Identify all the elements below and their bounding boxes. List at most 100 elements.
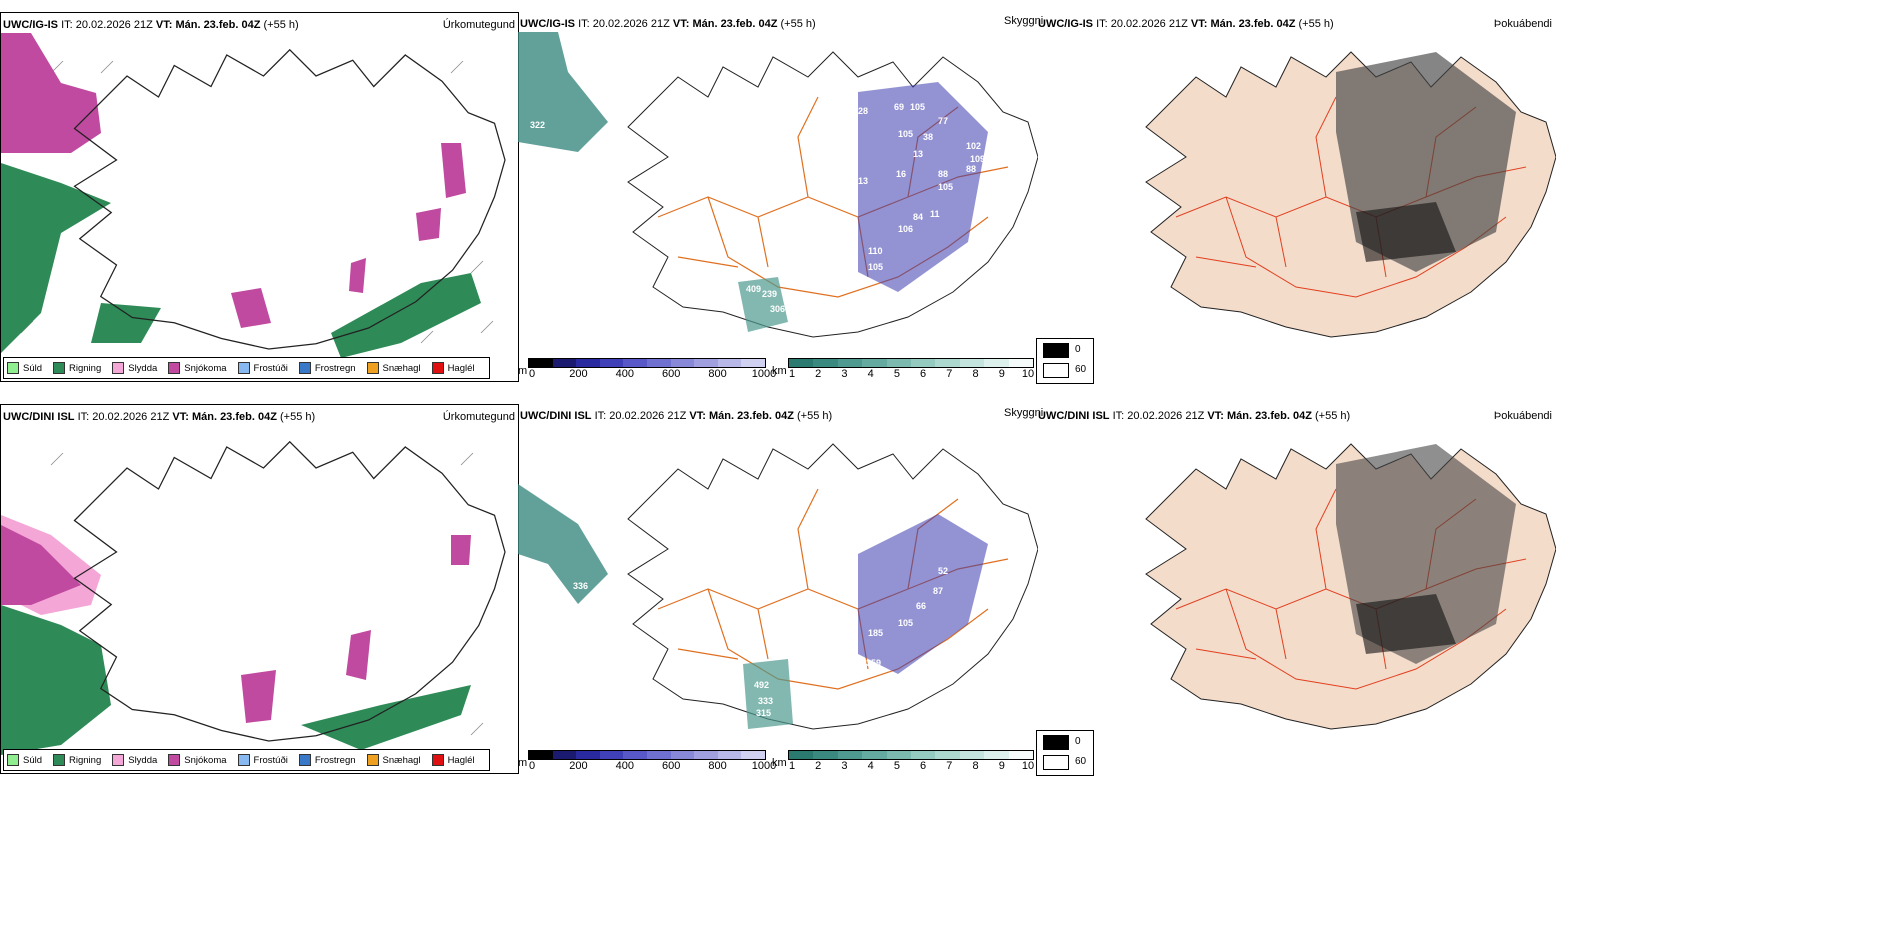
colorbar-segment — [789, 359, 814, 367]
visibility-colorbar: m 0 200 400 600 800 1000 km 1 2 3 4 5 6 7 8 9 10 — [518, 749, 1038, 773]
snow-area — [1, 525, 81, 605]
vis-value-label: 88 — [938, 169, 948, 179]
low-vis-area — [518, 32, 608, 152]
colorbar-segment — [623, 751, 647, 759]
colorbar-segment — [741, 751, 765, 759]
vis-value-label: 16 — [896, 169, 906, 179]
legend-item: Frostregn — [298, 362, 356, 374]
colorbar-segment — [717, 751, 742, 759]
vis-value-label: 280 — [576, 194, 591, 204]
vis-value-label: 66 — [916, 601, 926, 611]
vis-value-label: 322 — [530, 120, 545, 130]
snow-area — [231, 288, 271, 328]
colorbar-tick-label: 800 — [708, 368, 727, 380]
colorbar-segment — [862, 359, 887, 367]
legend-item: Haglél — [431, 754, 475, 766]
fog-area — [1356, 202, 1456, 262]
panel-title: Skyggni — [1004, 407, 1044, 419]
fog-map-top — [1145, 51, 1556, 338]
panel-title: Úrkomutegund — [442, 19, 515, 31]
colorbar-segment — [646, 751, 671, 759]
panel-title: Skyggni — [1004, 15, 1044, 27]
rain-area — [91, 303, 161, 343]
colorbar-segment — [837, 359, 863, 367]
colorbar-segment — [886, 359, 912, 367]
vis-value-label: 109 — [970, 154, 985, 164]
header-top-middle: UWC/IG-IS IT: 20.02.2026 21Z VT: Mán. 23… — [520, 18, 816, 30]
header-bottom-right: UWC/DINI ISL IT: 20.02.2026 21Z VT: Mán.… — [1038, 410, 1351, 422]
fog-panel-top: UWC/IG-IS IT: 20.02.2026 21Z VT: Mán. 23… — [1036, 12, 1556, 384]
colorbar-segment — [529, 359, 553, 367]
colorbar-tick-label: 1 — [788, 368, 796, 380]
legend-item: Snæhagl — [366, 754, 421, 766]
vt-label: VT: — [155, 19, 173, 31]
colorbar-segment — [529, 751, 553, 759]
colorbar-tick-label: 600 — [662, 368, 681, 380]
colorbar-segment — [670, 751, 695, 759]
colorbar-tick-label: 4 — [867, 760, 874, 772]
colorbar-tick-label: 5 — [893, 760, 900, 772]
vis-value-label: 28 — [858, 106, 868, 116]
fog-panel-bottom: UWC/DINI ISL IT: 20.02.2026 21Z VT: Mán.… — [1036, 404, 1556, 776]
snow-area — [346, 630, 371, 680]
legend-item: Súld — [7, 754, 42, 766]
colorbar-tick-label: 10 — [1021, 760, 1035, 772]
colorbar-tick-label: 2 — [815, 760, 822, 772]
lead-time: (+55 h) — [263, 19, 299, 31]
colorbar-segment — [911, 359, 936, 367]
legend-item: Frostregn — [298, 754, 356, 766]
legend-item: Snjókoma — [168, 754, 227, 766]
it-label: IT: — [61, 19, 73, 31]
vis-value-label: 38 — [923, 132, 933, 142]
colorbar-segment — [862, 751, 887, 759]
colorbar-segment — [984, 751, 1009, 759]
low-vis-area — [518, 484, 608, 604]
precip-type-panel-bottom: UWC/DINI ISL IT: 20.02.2026 21Z VT: Mán.… — [0, 404, 519, 774]
colorbar-tick-label: 3 — [841, 368, 848, 380]
colorbar-segment — [1008, 359, 1034, 367]
vis-value-label: 13 — [858, 176, 868, 186]
vis-value-label: 105 — [938, 182, 953, 192]
colorbar-segment — [813, 359, 838, 367]
vis-value-label: 315 — [756, 708, 771, 718]
legend-item: Slydda — [112, 754, 157, 766]
colorbar-tick-label: 1000 — [751, 368, 777, 380]
rain-area — [1, 163, 111, 353]
vis-value-label: 105 — [868, 262, 883, 272]
header-bottom-middle: UWC/DINI ISL IT: 20.02.2026 21Z VT: Mán.… — [520, 410, 833, 422]
colorbar-tick-label: 9 — [998, 760, 1005, 772]
colorbar-segment — [576, 751, 600, 759]
precip-type-panel-top: UWC/IG-IS IT: 20.02.2026 21Z VT: Mán. 23… — [0, 12, 519, 382]
colorbar-segment — [959, 359, 985, 367]
rain-area — [331, 273, 481, 358]
vis-value-label: 105 — [910, 102, 925, 112]
legend-item: Slydda — [112, 362, 157, 374]
legend-item: Snjókoma — [168, 362, 227, 374]
header-top-left: UWC/IG-IS IT: 20.02.2026 21Z VT: Mán. 23… — [3, 19, 299, 31]
colorbar-segment — [886, 751, 912, 759]
colorbar-tick-label: 1000 — [751, 760, 777, 772]
vis-value-label: 87 — [933, 586, 943, 596]
snow-area — [441, 143, 466, 198]
it-value: 20.02.2026 21Z — [75, 19, 153, 31]
visibility-panel-bottom: 336 52 66 105 87 185 359 492 333 315 UWC/DINI ISL… — [518, 404, 1043, 773]
colorbar-segment — [911, 751, 936, 759]
legend-item: Frostúði — [237, 362, 288, 374]
vis-value-label: 409 — [746, 284, 761, 294]
vis-value-label: 69 — [894, 102, 904, 112]
vis-value-label: 185 — [868, 628, 883, 638]
vis-value-label: 492 — [754, 680, 769, 690]
low-vis-area — [743, 659, 793, 729]
colorbar-tick-label: 7 — [946, 760, 953, 772]
low-vis-area — [858, 82, 988, 292]
colorbar-segment — [984, 359, 1009, 367]
legend-item: Haglél — [431, 362, 475, 374]
visibility-panel-top: 322 280 69 105 28 105 38 77 102 105 13 16 88 13 88 109 8… — [518, 12, 1043, 380]
snow-area — [451, 535, 471, 565]
colorbar-segment — [576, 359, 600, 367]
vis-value-label: 88 — [966, 164, 976, 174]
m-unit: m — [518, 365, 528, 377]
colorbar-tick-label: 200 — [569, 368, 588, 380]
